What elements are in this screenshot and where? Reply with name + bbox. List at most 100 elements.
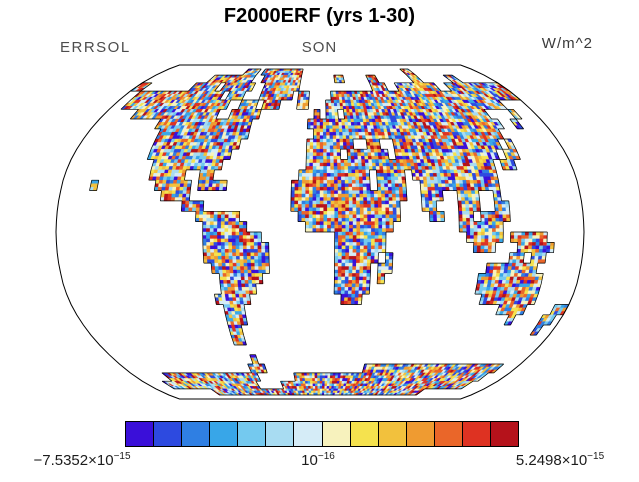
map-data-cell [510, 235, 515, 240]
map-data-cell [221, 266, 227, 271]
map-data-cell [381, 159, 387, 164]
map-data-cell [348, 280, 353, 284]
map-data-cell [246, 242, 251, 247]
map-data-cell [380, 183, 385, 188]
map-data-cell [353, 148, 358, 153]
map-data-cell [487, 211, 492, 215]
map-data-cell [370, 242, 376, 247]
map-data-cell [334, 214, 339, 219]
map-data-cell [358, 293, 363, 298]
map-data-cell [345, 249, 350, 253]
map-data-cell [352, 249, 357, 253]
map-data-cell [213, 235, 218, 240]
map-data-cell [542, 242, 548, 247]
map-data-cell [171, 193, 176, 198]
map-data-cell [169, 179, 174, 184]
map-data-cell [367, 211, 372, 215]
map-data-cell [254, 269, 260, 274]
map-data-cell [491, 249, 496, 253]
map-data-cell [535, 249, 540, 253]
map-data-cell [441, 186, 447, 191]
map-data-cell [431, 186, 436, 191]
map-data-cell [334, 276, 339, 281]
map-data-cell [377, 204, 383, 209]
map-data-cell [235, 252, 241, 257]
map-data-cell [231, 231, 236, 236]
map-data-cell [382, 235, 387, 240]
map-data-cell [316, 190, 321, 195]
map-data-cell [334, 190, 339, 195]
map-data-cell [361, 166, 367, 171]
map-data-cell [356, 235, 361, 240]
map-data-cell [323, 176, 328, 181]
map-data-cell [330, 214, 335, 219]
map-data-cell [359, 204, 364, 209]
map-data-cell [339, 142, 344, 147]
map-data-cell [222, 183, 228, 188]
map-data-cell [377, 266, 382, 271]
map-data-cell [491, 242, 497, 247]
map-data-cell [375, 162, 380, 167]
map-data-cell [363, 224, 368, 229]
map-data-cell [326, 166, 331, 171]
map-data-cell [228, 252, 233, 257]
map-data-cell [217, 221, 222, 226]
map-data-cell [308, 221, 313, 226]
map-data-cell [363, 249, 368, 253]
map-data-cell [377, 183, 382, 188]
map-data-cell [206, 224, 211, 229]
map-data-cell [546, 242, 551, 247]
map-data-cell [224, 224, 229, 229]
map-data-cell [250, 262, 256, 267]
map-data-cell [367, 204, 372, 209]
map-data-cell [209, 235, 215, 240]
map-data-cell [539, 231, 544, 236]
map-data-cell [302, 105, 306, 110]
map-data-cell [452, 183, 457, 188]
map-data-cell [376, 173, 381, 178]
map-data-cell [308, 224, 313, 229]
map-data-cell [499, 238, 504, 243]
map-data-cell [243, 256, 248, 260]
map-data-cell [330, 207, 335, 212]
map-data-cell [534, 252, 540, 257]
map-data-cell [363, 242, 368, 247]
map-data-cell [368, 166, 374, 171]
map-data-cell [223, 280, 228, 284]
map-data-cell [334, 179, 339, 184]
map-data-cell [398, 186, 404, 191]
map-data-cell [463, 190, 469, 195]
map-data-cell [455, 183, 461, 188]
map-data-cell [394, 183, 400, 188]
map-data-cell [185, 200, 190, 205]
map-data-cell [316, 214, 321, 219]
map-data-cell [358, 173, 363, 178]
map-data-cell [466, 238, 471, 243]
map-data-cell [213, 238, 218, 243]
map-data-cell [362, 183, 367, 188]
map-data-cell [244, 273, 249, 278]
map-data-cell [326, 131, 331, 136]
map-data-cell [370, 256, 375, 260]
map-data-cell [241, 283, 246, 288]
map-data-cell [337, 183, 342, 188]
map-data-cell [312, 211, 317, 215]
map-data-cell [348, 259, 353, 264]
map-data-cell [336, 138, 341, 143]
map-data-cell [350, 300, 356, 305]
map-data-cell [251, 280, 257, 284]
map-data-cell [363, 207, 368, 212]
map-data-cell [261, 245, 266, 250]
map-data-cell [250, 245, 255, 250]
map-data-cell [195, 214, 200, 219]
map-data-cell [308, 193, 313, 198]
map-data-cell [354, 155, 359, 160]
map-data-cell [322, 118, 327, 123]
map-data-cell [477, 235, 482, 240]
map-data-cell [232, 266, 238, 271]
map-data-cell [356, 252, 361, 257]
map-data-cell [234, 283, 239, 288]
map-data-cell [332, 128, 337, 133]
map-data-cell [386, 169, 391, 174]
map-data-cell [309, 142, 314, 147]
